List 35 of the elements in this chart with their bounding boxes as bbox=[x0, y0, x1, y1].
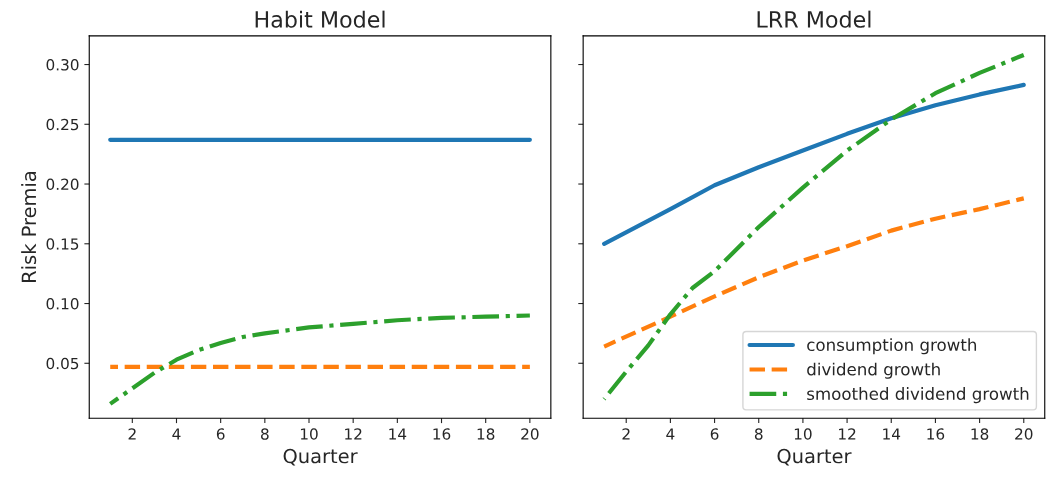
x-tick-label: 18 bbox=[477, 428, 495, 440]
legend-label: smoothed dividend growth bbox=[807, 387, 1029, 404]
x-tick-label: 16 bbox=[927, 428, 945, 440]
x-tick-label: 20 bbox=[1015, 428, 1033, 440]
chart-title: LRR Model bbox=[757, 10, 871, 28]
y-tick-label: 0.15 bbox=[46, 238, 79, 250]
x-tick-label: 4 bbox=[666, 428, 675, 440]
y-tick-label: 0.05 bbox=[46, 357, 79, 370]
y-tick-label: 0.30 bbox=[46, 59, 79, 71]
x-tick-label: 14 bbox=[389, 428, 407, 440]
y-tick-label: 0.10 bbox=[46, 298, 79, 310]
legend-label: consumption growth bbox=[807, 338, 977, 355]
x-tick-label: 12 bbox=[839, 428, 856, 440]
x-tick-label: 18 bbox=[971, 428, 989, 440]
x-tick-label: 8 bbox=[754, 428, 763, 440]
x-axis-title: Quarter bbox=[283, 448, 358, 466]
x-tick-label: 4 bbox=[172, 428, 181, 440]
x-tick-label: 10 bbox=[300, 428, 318, 440]
y-tick-label: 0.25 bbox=[46, 118, 79, 131]
x-axis-title: Quarter bbox=[777, 448, 852, 466]
x-tick-label: 16 bbox=[433, 428, 451, 440]
x-tick-label: 14 bbox=[883, 428, 901, 440]
chart-title: Habit Model bbox=[255, 10, 385, 28]
x-tick-label: 2 bbox=[622, 428, 630, 440]
x-tick-label: 12 bbox=[345, 428, 362, 440]
x-tick-label: 8 bbox=[261, 428, 269, 440]
line-series bbox=[108, 313, 532, 406]
x-tick-label: 20 bbox=[521, 428, 539, 440]
y-axis-title: Risk Premia bbox=[21, 171, 37, 282]
x-tick-label: 6 bbox=[216, 428, 225, 440]
x-tick-label: 10 bbox=[794, 428, 812, 440]
legend-label: dividend growth bbox=[807, 362, 940, 379]
x-tick-label: 2 bbox=[128, 428, 136, 440]
y-tick-label: 0.20 bbox=[46, 178, 79, 191]
x-tick-label: 6 bbox=[710, 428, 719, 440]
